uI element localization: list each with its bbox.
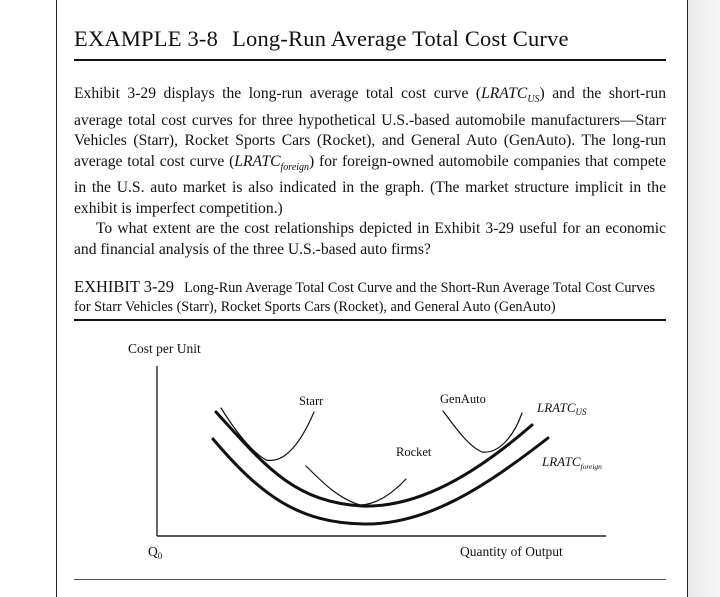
paragraph-1-run: Exhibit 3-29 displays the long-run avera…: [74, 85, 482, 102]
lratc-us-label: LRATCUS: [536, 400, 587, 417]
body-text: Exhibit 3-29 displays the long-run avera…: [74, 84, 666, 260]
rocket-srac-curve: [305, 465, 407, 506]
paragraph-1-run: foreign: [280, 161, 310, 173]
paragraph-1-run: LRATC: [234, 152, 281, 170]
origin-label: Q0: [148, 544, 163, 561]
starr-srac-curve: [220, 407, 315, 461]
lratc-us-curve: [214, 410, 534, 508]
paragraph-2-run: To what extent are the cost relationship…: [74, 220, 666, 258]
paragraph-1: Exhibit 3-29 displays the long-run avera…: [74, 84, 666, 219]
exhibit-caption: Long-Run Average Total Cost Curve and th…: [74, 280, 656, 315]
page-edge-shadow: [688, 0, 720, 597]
paragraph-1-run: ) and the short-run average total cost c…: [74, 85, 667, 170]
paragraph-1-run: US: [527, 94, 540, 106]
example-number: EXAMPLE 3-8: [74, 26, 219, 51]
example-title: Long-Run Average Total Cost Curve: [232, 26, 569, 51]
page-frame: [56, 0, 688, 597]
lratc-foreign-label: LRATCforeign: [541, 454, 602, 471]
paragraph-2: To what extent are the cost relationship…: [74, 219, 666, 260]
y-axis-label: Cost per Unit: [128, 341, 201, 356]
x-axis-label: Quantity of Output: [460, 544, 563, 559]
heading-rule: [74, 59, 666, 61]
bottom-rule: [74, 579, 666, 580]
genauto-label: GenAuto: [440, 392, 486, 406]
paragraph-1-run: LRATC: [481, 85, 528, 102]
exhibit-rule: [74, 319, 666, 321]
rocket-label: Rocket: [396, 445, 432, 459]
lratc-foreign-curve: [211, 436, 550, 526]
example-heading: EXAMPLE 3-8 Long-Run Average Total Cost C…: [74, 26, 666, 52]
exhibit-heading: EXHIBIT 3-29 Long-Run Average Total Cost …: [74, 277, 666, 317]
paragraph-1-run: ) for foreign-owned automobile companies…: [74, 152, 666, 217]
exhibit-number: EXHIBIT 3-29: [74, 277, 175, 296]
starr-label: Starr: [299, 394, 324, 408]
genauto-srac-curve: [442, 410, 523, 453]
